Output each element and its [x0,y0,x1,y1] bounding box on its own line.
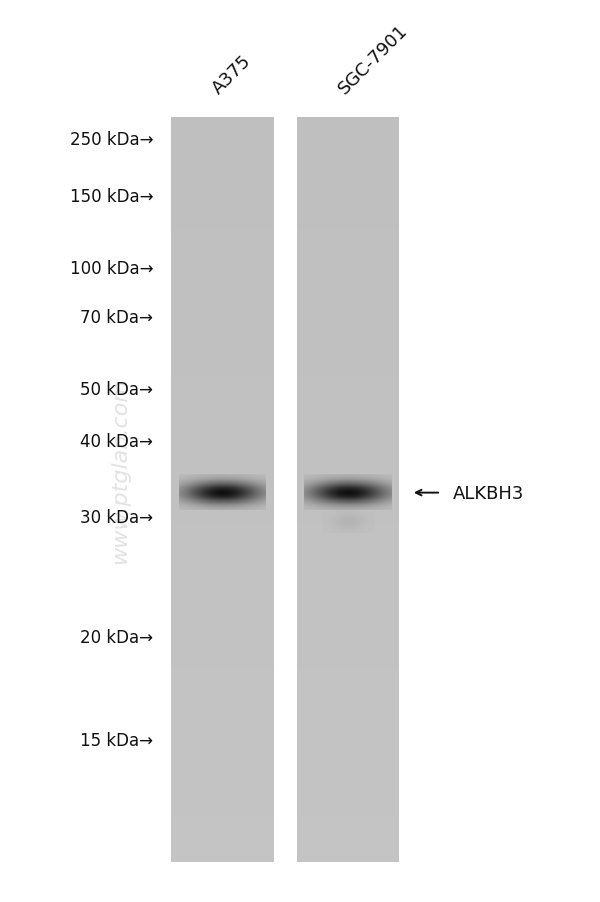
Text: 40 kDa→: 40 kDa→ [80,433,153,451]
Text: www.ptglab.com: www.ptglab.com [110,378,130,564]
Text: 70 kDa→: 70 kDa→ [80,308,153,327]
Text: 30 kDa→: 30 kDa→ [80,509,153,527]
Text: 100 kDa→: 100 kDa→ [70,260,153,278]
Text: 20 kDa→: 20 kDa→ [80,628,153,646]
Text: SGC-7901: SGC-7901 [335,22,412,97]
Bar [171,118,273,861]
Text: A375: A375 [209,51,255,97]
Bar [297,118,399,861]
Text: 50 kDa→: 50 kDa→ [80,381,153,399]
Text: 250 kDa→: 250 kDa→ [70,131,153,149]
Text: 150 kDa→: 150 kDa→ [70,188,153,206]
Text: ALKBH3: ALKBH3 [453,484,524,502]
Text: 15 kDa→: 15 kDa→ [80,732,153,750]
